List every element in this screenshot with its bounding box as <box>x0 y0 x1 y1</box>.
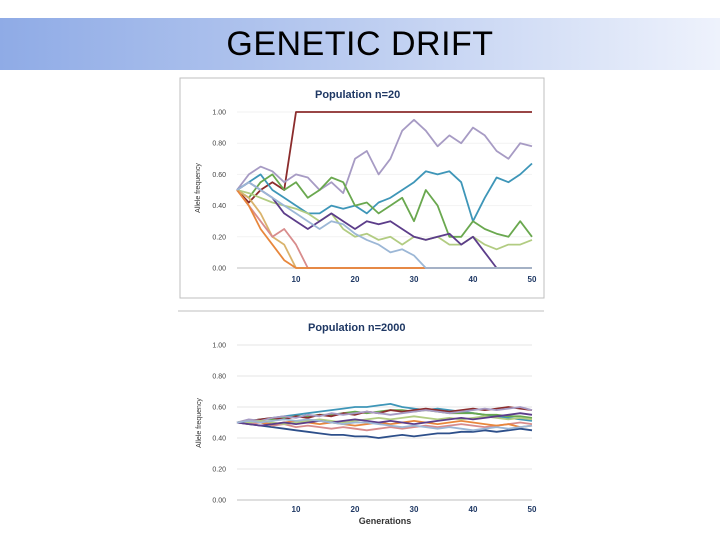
chart-1-y-tick-labels: 0.00 0.20 0.40 0.60 0.80 1.00 <box>212 110 226 273</box>
y-tick-label: 0.20 <box>212 467 226 474</box>
x-tick-label: 10 <box>292 275 301 284</box>
chart-1-y-axis-label: Allele frequency <box>195 163 202 213</box>
series-line-2 <box>236 421 533 439</box>
chart-1-title: Population n=20 <box>315 89 400 101</box>
y-tick-label: 0.40 <box>212 436 226 443</box>
chart-2: Population n=2000 Allele frequency Gener… <box>180 314 544 532</box>
y-tick-label: 0.20 <box>212 234 226 241</box>
chart-1-series <box>236 111 533 269</box>
chart-2-x-tick-labels: 10 20 30 40 50 <box>292 505 537 514</box>
x-tick-label: 10 <box>292 505 301 514</box>
series-line-9 <box>236 412 533 427</box>
series-line-8 <box>237 415 533 426</box>
x-tick-label: 40 <box>469 275 478 284</box>
y-tick-label: 0.00 <box>212 266 226 273</box>
x-tick-label: 30 <box>410 275 419 284</box>
x-tick-label: 20 <box>351 275 360 284</box>
y-tick-label: 0.40 <box>212 203 226 210</box>
title-bar: GENETIC DRIFT <box>0 18 720 70</box>
y-tick-label: 1.00 <box>212 343 226 350</box>
x-tick-label: 50 <box>528 275 537 284</box>
series-line-10 <box>236 418 533 432</box>
chart-2-title: Population n=2000 <box>308 322 406 334</box>
chart-1: Population n=20 Allele frequency 0.00 0.2… <box>179 77 545 299</box>
y-tick-label: 0.00 <box>212 498 226 505</box>
x-tick-label: 40 <box>469 505 478 514</box>
x-tick-label: 20 <box>351 505 360 514</box>
chart-1-frame <box>179 77 545 299</box>
series-line-1 <box>236 111 532 204</box>
series-line-3 <box>236 162 533 223</box>
x-tick-label: 30 <box>410 505 419 514</box>
series-line-6 <box>236 181 532 269</box>
y-tick-label: 0.80 <box>212 374 226 381</box>
series-line-5 <box>236 406 533 424</box>
chart-2-series <box>236 402 533 439</box>
y-tick-label: 0.60 <box>212 172 226 179</box>
y-tick-label: 1.00 <box>212 110 226 117</box>
chart-2-y-axis-label: Allele frequency <box>196 398 203 448</box>
y-tick-label: 0.80 <box>212 141 226 148</box>
chart-2-x-axis-label: Generations <box>359 516 412 526</box>
x-tick-label: 50 <box>528 505 537 514</box>
series-line-10 <box>236 181 532 269</box>
series-line-2 <box>236 118 533 195</box>
chart-2-y-tick-labels: 0.00 0.20 0.40 0.60 0.80 1.00 <box>212 343 226 505</box>
chart-1-x-tick-labels: 10 20 30 40 50 <box>292 275 537 284</box>
y-tick-label: 0.60 <box>212 405 226 412</box>
series-line-4 <box>236 173 533 238</box>
slide-title: GENETIC DRIFT <box>226 25 494 63</box>
